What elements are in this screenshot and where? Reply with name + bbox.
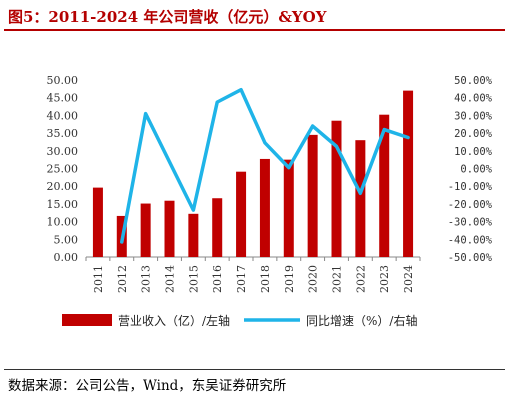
left-tick-label: 15.00	[47, 198, 79, 211]
x-tick-label: 2019	[283, 265, 296, 293]
right-tick-label: -40.00%	[448, 234, 493, 246]
source-note: 数据来源：公司公告，Wind，东吴证券研究所	[8, 378, 287, 394]
left-tick-label: 0.00	[54, 251, 79, 264]
revenue-bar	[307, 134, 318, 257]
right-tick-label: -20.00%	[448, 199, 493, 211]
right-tick-label: -50.00%	[448, 252, 493, 264]
revenue-bar	[355, 140, 366, 257]
left-tick-label: 5.00	[54, 233, 79, 246]
source-divider	[4, 369, 505, 370]
right-tick-label: 40.00%	[454, 93, 493, 105]
left-tick-label: 20.00	[47, 180, 79, 193]
x-tick-label: 2023	[378, 265, 391, 293]
legend-line-label: 同比增速（%）/右轴	[306, 313, 417, 328]
right-tick-labels: -50.00% -40.00% -30.00% -20.00% -10.00% 0.00%…	[448, 75, 493, 264]
x-tick-label: 2012	[116, 265, 129, 293]
revenue-bar	[164, 200, 175, 257]
right-tick-label: 20.00%	[454, 128, 493, 140]
x-tick-label: 2020	[307, 265, 320, 293]
chart-axes	[85, 256, 421, 261]
left-tick-labels: 0.00 5.00 10.00 15.00 20.00 25.00 30.00 35.00 40…	[47, 74, 79, 264]
right-tick-label: 50.00%	[454, 75, 493, 87]
x-tick-label: 2018	[259, 265, 272, 293]
revenue-bar	[236, 171, 247, 257]
x-tick-label: 2014	[164, 265, 177, 293]
revenue-bar	[188, 213, 199, 257]
x-tick-labels: 2011 2012 2013 2014 2015 2016 2017 2018 2019 2020…	[92, 265, 415, 293]
left-tick-label: 10.00	[47, 216, 79, 229]
revenue-bar	[331, 120, 342, 258]
x-tick-label: 2021	[331, 265, 344, 293]
revenue-bar	[283, 159, 294, 257]
left-tick-label: 35.00	[47, 127, 79, 140]
x-tick-label: 2022	[354, 265, 367, 293]
legend: 营业收入（亿）/左轴 同比增速（%）/右轴	[62, 313, 417, 328]
x-tick-label: 2024	[402, 265, 415, 293]
revenue-bar	[92, 187, 103, 257]
revenue-bar	[259, 158, 270, 257]
right-tick-label: -10.00%	[448, 181, 493, 193]
right-tick-label: -30.00%	[448, 217, 493, 229]
revenue-bar	[212, 198, 223, 257]
bar-series	[92, 90, 414, 258]
line-series	[120, 87, 410, 244]
left-tick-label: 40.00	[47, 109, 79, 122]
right-tick-label: 0.00%	[460, 164, 492, 176]
legend-bar-swatch	[62, 314, 112, 326]
x-tick-label: 2011	[92, 265, 105, 293]
x-tick-label: 2017	[235, 265, 248, 293]
left-tick-label: 50.00	[47, 74, 79, 87]
revenue-bar	[140, 203, 151, 257]
x-tick-label: 2016	[211, 265, 224, 293]
revenue-bar	[403, 90, 414, 258]
left-tick-label: 25.00	[47, 163, 79, 176]
x-tick-label: 2015	[187, 265, 200, 293]
legend-bar-label: 营业收入（亿）/左轴	[118, 313, 230, 328]
page-title: 图5：2011-2024 年公司营收（亿元）&YOY	[8, 8, 327, 26]
yoy-line	[120, 87, 410, 244]
x-tick-label: 2013	[140, 265, 153, 293]
right-tick-label: 10.00%	[454, 146, 493, 158]
revenue-bar	[379, 114, 390, 257]
title-divider	[4, 29, 505, 31]
left-tick-label: 30.00	[47, 145, 79, 158]
right-tick-label: 30.00%	[454, 110, 493, 122]
left-tick-label: 45.00	[47, 92, 79, 105]
